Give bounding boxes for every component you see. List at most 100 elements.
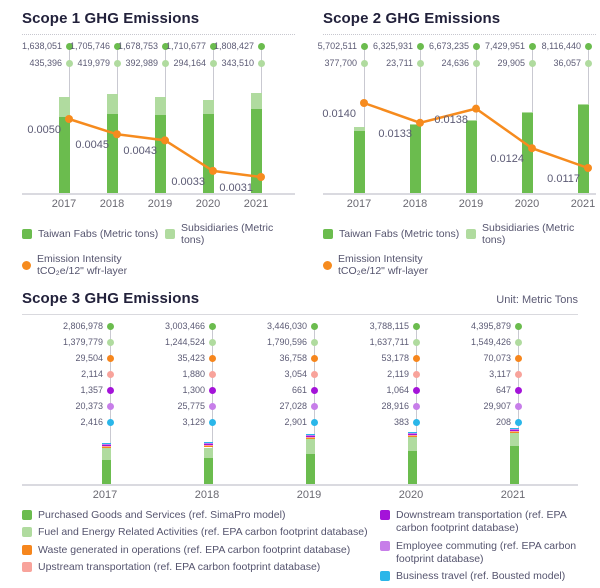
bar-segment [305,435,315,436]
scope2-chart-canvas: 5,702,511 377,700 2017 6,325,931 23,711 2018 6… [318,41,596,217]
year-label: 2019 [296,489,322,501]
series-dot-icon [310,322,318,330]
series-dot-icon [106,322,114,330]
bar-segment [509,429,519,431]
series-dot-icon [310,354,318,362]
legend-item-business-travel: Business travel (ref. Bousted model) [380,570,578,583]
scope1-chart-canvas: 1,638,051 435,396 2017 1,705,746 419,979 2018… [22,41,295,217]
value-label: 53,178 [381,353,409,363]
year-label: 2018 [402,198,428,210]
bar-segment [203,445,213,447]
intensity-label: 0.0133 [378,127,412,140]
value-label: 1,357 [80,385,103,395]
scope1-legend-row-1: Taiwan Fabs (Metric tons) Subsidiaries (… [22,222,295,246]
value-label: 208 [495,417,511,427]
series-dot-icon [208,370,216,378]
intensity-label: 0.0031 [219,182,253,194]
bar-segment [465,120,477,193]
value-label: 392,989 [125,58,158,68]
bar-segment [203,444,213,446]
bar-segment [353,131,365,193]
bar-segment [353,127,365,132]
series-dot-icon [106,386,114,394]
bar-segment [58,96,70,117]
bar-segment [203,458,213,484]
series-dot-icon [412,370,420,378]
bar-segment [509,446,519,484]
value-label: 1,790,596 [266,337,307,347]
year-label: 2021 [243,198,269,210]
series-dot-icon [416,42,424,50]
series-dot-icon [514,322,522,330]
legend-label: Upstream transportation (ref. EPA carbon… [38,560,321,573]
bar-segment [101,459,111,484]
year-label: 2018 [99,198,125,210]
taiwan-fabs-swatch-icon [323,229,333,239]
value-label: 1,379,779 [62,337,103,347]
bar-segment [101,448,111,460]
year-label: 2020 [514,198,540,210]
series-dot-icon [257,42,265,50]
bar-segment [407,434,417,436]
series-dot-icon [209,59,217,67]
series-dot-icon [412,322,420,330]
subsidiaries-swatch-icon [165,229,176,239]
bar-segment [509,427,519,429]
intensity-label: 0.0117 [547,173,580,185]
value-label: 27,028 [279,401,307,411]
bar-segment [521,111,533,113]
series-dot-icon [472,59,480,67]
value-label: 3,129 [182,417,205,427]
intensity-label: 0.0045 [75,139,109,152]
legend-label: Emission Intensity tCO₂e/12" wfr-layer [338,253,429,277]
series-dot-icon [472,42,480,50]
x-axis-line [22,484,578,486]
business-travel-swatch-icon [380,571,390,582]
value-label: 419,979 [77,58,110,68]
x-axis-line [323,193,596,195]
scope3-legend-left-column: Purchased Goods and Services (ref. SimaP… [22,509,374,588]
subsidiaries-swatch-icon [466,229,477,239]
series-dot-icon [113,42,121,50]
scope2-divider [323,34,596,35]
series-dot-icon [412,418,420,426]
value-label: 4,395,879 [470,321,511,331]
series-dot-icon [514,418,522,426]
year-label: 2017 [92,489,118,501]
scope1-legend: Taiwan Fabs (Metric tons) Subsidiaries (… [22,222,295,277]
series-dot-icon [209,42,217,50]
legend-label: Purchased Goods and Services (ref. SimaP… [38,509,286,521]
value-label: 1,244,524 [164,337,205,347]
year-label: 2019 [147,198,173,210]
value-label: 661 [291,385,307,395]
value-label: 294,164 [173,58,206,68]
series-dot-icon [310,338,318,346]
value-label: 5,702,511 [317,41,357,51]
bar-segment [58,116,70,193]
series-dot-icon [412,386,420,394]
legend-item-downstream-transportation: Downstream transportation (ref. EPA carb… [380,509,578,536]
scope3-chart-canvas: 2,806,978 1,379,779 29,504 2,114 1,357 20,373… [22,321,578,505]
scope2-chart-card: Scope 2 GHG Emissions 5,702,511 377,700 20… [318,8,596,284]
legend-label: Business travel (ref. Bousted model) [396,570,566,583]
value-label: 1,637,711 [369,337,409,347]
series-dot-icon [584,42,592,50]
legend-item-employee-commuting: Employee commuting (ref. EPA carbon foot… [380,540,578,567]
legend-item-emission-intensity: Emission Intensity tCO₂e/12" wfr-layer [22,253,170,277]
legend-item-emission-intensity: Emission Intensity tCO₂e/12" wfr-layer [323,253,471,277]
legend-item-subsidiaries: Subsidiaries (Metric tons) [165,222,295,246]
series-dot-icon [106,418,114,426]
scope2-title: Scope 2 GHG Emissions [323,10,501,27]
value-label: 29,907 [483,401,511,411]
value-label: 1,638,051 [21,41,62,51]
x-axis-line [22,193,295,195]
bar-segment [305,438,315,439]
bar-segment [407,435,417,437]
bar-segment [203,443,213,445]
bar-segment [407,437,417,452]
employee-commuting-swatch-icon [380,540,390,551]
bar-segment [101,447,111,449]
value-label: 8,116,440 [541,41,581,51]
emission-intensity-dot-icon [323,260,332,270]
value-label: 377,700 [324,58,357,68]
